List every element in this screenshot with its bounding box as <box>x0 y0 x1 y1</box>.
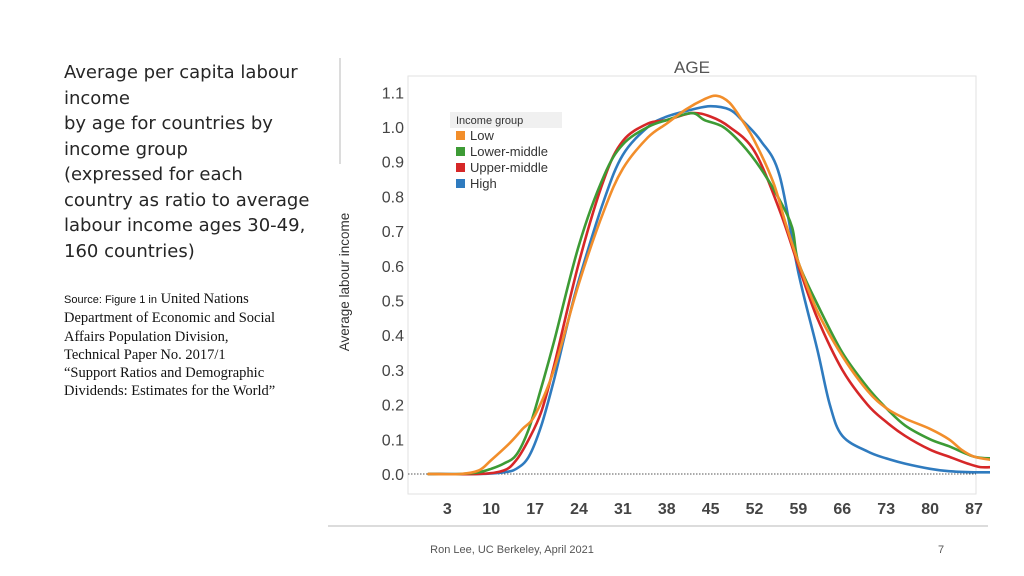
y-tick-label: 1.0 <box>382 120 404 137</box>
x-tick-label: 66 <box>833 501 851 518</box>
legend-entry: High <box>470 176 497 191</box>
caption-line: (expressed for each <box>64 164 243 185</box>
series-line-low <box>427 94 995 476</box>
caption-line: Average per capita labour <box>64 62 298 83</box>
x-tick-label: 38 <box>658 501 676 518</box>
x-tick-label: 52 <box>746 501 764 518</box>
x-tick-label: 3 <box>443 501 452 518</box>
x-tick-label: 17 <box>526 501 544 518</box>
y-tick-label: 1.1 <box>382 85 404 102</box>
legend-swatch <box>456 163 465 172</box>
legend-swatch <box>456 131 465 140</box>
x-tick-label: 31 <box>614 501 632 518</box>
series-line-upper-middle <box>427 111 995 476</box>
legend-entry: Low <box>470 128 494 143</box>
page-number: 7 <box>938 544 945 556</box>
y-axis-label: Average labour income <box>337 213 352 352</box>
x-tick-label: 59 <box>790 501 808 518</box>
caption-line: income group <box>64 138 188 160</box>
footer-credit: Ron Lee, UC Berkeley, April 2021 <box>430 544 594 556</box>
source-line: Technical Paper No. 2017/1 <box>64 346 226 363</box>
x-tick-label: 73 <box>877 501 895 518</box>
x-tick-label: 80 <box>921 501 939 518</box>
legend-entry: Lower-middle <box>470 144 548 159</box>
y-tick-label: 0.0 <box>382 467 404 484</box>
series-line-high <box>427 104 995 476</box>
caption-line: 160 countries) <box>64 240 195 262</box>
line-chart: AGE Average labour income 0.0 0.1 0.2 0.3 0.… <box>328 58 995 527</box>
source-citation: Source: Figure 1 in United Nations Depar… <box>64 290 326 401</box>
caption-line: by age for countries by <box>64 113 273 134</box>
y-tick-label: 0.7 <box>382 224 404 241</box>
caption-line: country as ratio to average <box>64 189 310 211</box>
x-tick-label: 10 <box>482 501 500 518</box>
legend-swatch <box>456 147 465 156</box>
y-tick-label: 0.2 <box>382 398 404 415</box>
source-line: Dividends: Estimates for the World” <box>64 383 276 400</box>
chart-caption: Average per capita labour income by age … <box>64 60 326 264</box>
y-tick-label: 0.4 <box>382 328 404 345</box>
chart-panel: AGE Average labour income 0.0 0.1 0.2 0.3 0.… <box>328 56 995 528</box>
y-tick-label: 0.1 <box>382 432 404 449</box>
y-tick-label: 0.6 <box>382 259 404 276</box>
source-first-line: Source: Figure 1 in United Nations <box>64 290 326 309</box>
source-prefix: Source: Figure 1 in <box>64 294 157 306</box>
caption-line: labour income ages 30-49, <box>64 215 306 236</box>
x-tick-label: 87 <box>965 501 983 518</box>
y-tick-label: 0.8 <box>382 189 404 206</box>
source-line: United Nations <box>160 291 249 307</box>
legend-title: Income group <box>456 115 523 127</box>
source-line: “Support Ratios and Demographic <box>64 365 265 382</box>
legend-entry: Upper-middle <box>470 160 548 175</box>
caption-line: income <box>64 87 130 109</box>
y-tick-label: 0.3 <box>382 363 404 380</box>
source-line: Department of Economic and Social <box>64 310 275 327</box>
y-tick-label: 0.5 <box>382 294 404 311</box>
plot-area <box>407 75 977 495</box>
x-tick-label: 45 <box>702 501 720 518</box>
legend-swatch <box>456 179 465 188</box>
source-line: Affairs Population Division, <box>64 328 229 345</box>
x-tick-label: 24 <box>570 501 588 518</box>
legend-title-bg <box>450 112 562 128</box>
chart-title: AGE <box>674 58 710 77</box>
y-tick-label: 0.9 <box>382 155 404 172</box>
